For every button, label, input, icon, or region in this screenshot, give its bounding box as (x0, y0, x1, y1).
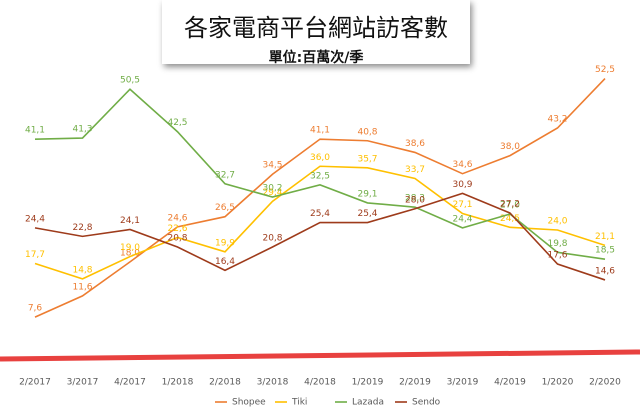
data-label: 21,1 (595, 232, 615, 242)
series-line (34, 78, 606, 318)
data-label: 30,2 (262, 184, 282, 194)
data-label: 50,5 (120, 76, 140, 86)
data-label: 24,1 (120, 216, 140, 226)
x-tick-label: 4/2018 (304, 378, 336, 388)
data-label: 19,9 (215, 238, 235, 248)
data-label: 28,0 (405, 195, 425, 205)
chart-subtitle: 單位:百萬次/季 (268, 50, 364, 66)
x-tick-label: 3/2018 (257, 378, 289, 388)
data-label: 38,6 (405, 139, 425, 149)
data-label: 30,9 (452, 180, 472, 190)
legend-label: Tiki (291, 398, 307, 408)
legend-label: Sendo (412, 398, 441, 408)
data-label: 24,6 (167, 213, 187, 223)
data-label: 19,8 (547, 239, 567, 249)
data-label: 41,1 (25, 126, 45, 136)
x-tick-label: 2/2019 (399, 378, 431, 388)
x-tick-label: 2/2018 (209, 378, 241, 388)
data-label: 40,8 (357, 127, 377, 137)
x-tick-label: 3/2017 (67, 378, 99, 388)
series-line (34, 192, 606, 281)
series-line (34, 165, 606, 280)
data-label: 17,7 (25, 250, 45, 260)
x-axis-line (0, 349, 640, 362)
data-label: 18,0 (120, 248, 140, 258)
legend-label: Shopee (232, 398, 266, 408)
data-label: 22,8 (72, 223, 92, 233)
legend-label: Lazada (352, 398, 384, 408)
data-label: 33,7 (405, 165, 425, 175)
chart-title: 各家電商平台網站訪客數 (184, 14, 448, 42)
data-label: 27,2 (500, 200, 520, 210)
data-label: 42,5 (167, 118, 187, 128)
data-label: 41,3 (72, 125, 92, 135)
title-box: 各家電商平台網站訪客數 單位:百萬次/季 (162, 0, 470, 66)
data-label: 16,4 (215, 257, 235, 267)
data-label: 24,0 (547, 217, 567, 227)
data-label: 24,4 (25, 214, 45, 224)
data-label: 35,7 (357, 154, 377, 164)
data-label: 25,4 (310, 209, 330, 219)
data-label: 36,0 (310, 153, 330, 163)
data-label: 26,5 (215, 203, 235, 213)
data-label: 52,5 (595, 65, 615, 75)
data-label: 38,0 (500, 142, 520, 152)
data-label: 20,8 (262, 234, 282, 244)
data-label: 19,0 (120, 243, 140, 253)
data-label: 28,3 (405, 194, 425, 204)
data-label: 27,1 (452, 200, 472, 210)
x-tick-label: 2/2017 (19, 378, 51, 388)
data-label: 18,5 (595, 246, 615, 256)
data-label: 29,4 (262, 188, 282, 198)
data-label: 24,4 (452, 214, 472, 224)
data-label: 17,6 (547, 251, 567, 261)
data-label: 7,6 (28, 304, 43, 314)
x-tick-label: 4/2019 (494, 378, 526, 388)
data-label: 34,6 (452, 160, 472, 170)
data-label: 43,2 (547, 115, 567, 125)
data-label: 22,6 (167, 224, 187, 234)
data-label: 29,1 (357, 189, 377, 199)
data-label: 34,5 (262, 161, 282, 171)
data-label: 11,6 (72, 282, 92, 292)
x-tick-label: 2/2020 (589, 378, 621, 388)
x-tick-label: 1/2019 (352, 378, 384, 388)
x-tick-label: 4/2017 (114, 378, 146, 388)
data-label: 14,6 (595, 266, 615, 276)
x-tick-label: 3/2019 (447, 378, 479, 388)
data-label: 41,1 (310, 126, 330, 136)
data-label: 20,8 (167, 234, 187, 244)
data-label: 14,8 (72, 265, 92, 275)
data-label: 32,5 (310, 171, 330, 181)
data-label: 25,4 (357, 209, 377, 219)
data-label: 32,7 (215, 170, 235, 180)
x-tick-label: 1/2018 (162, 378, 194, 388)
x-tick-label: 1/2020 (542, 378, 574, 388)
data-label: 27,0 (500, 201, 520, 211)
data-label: 24,5 (500, 214, 520, 224)
